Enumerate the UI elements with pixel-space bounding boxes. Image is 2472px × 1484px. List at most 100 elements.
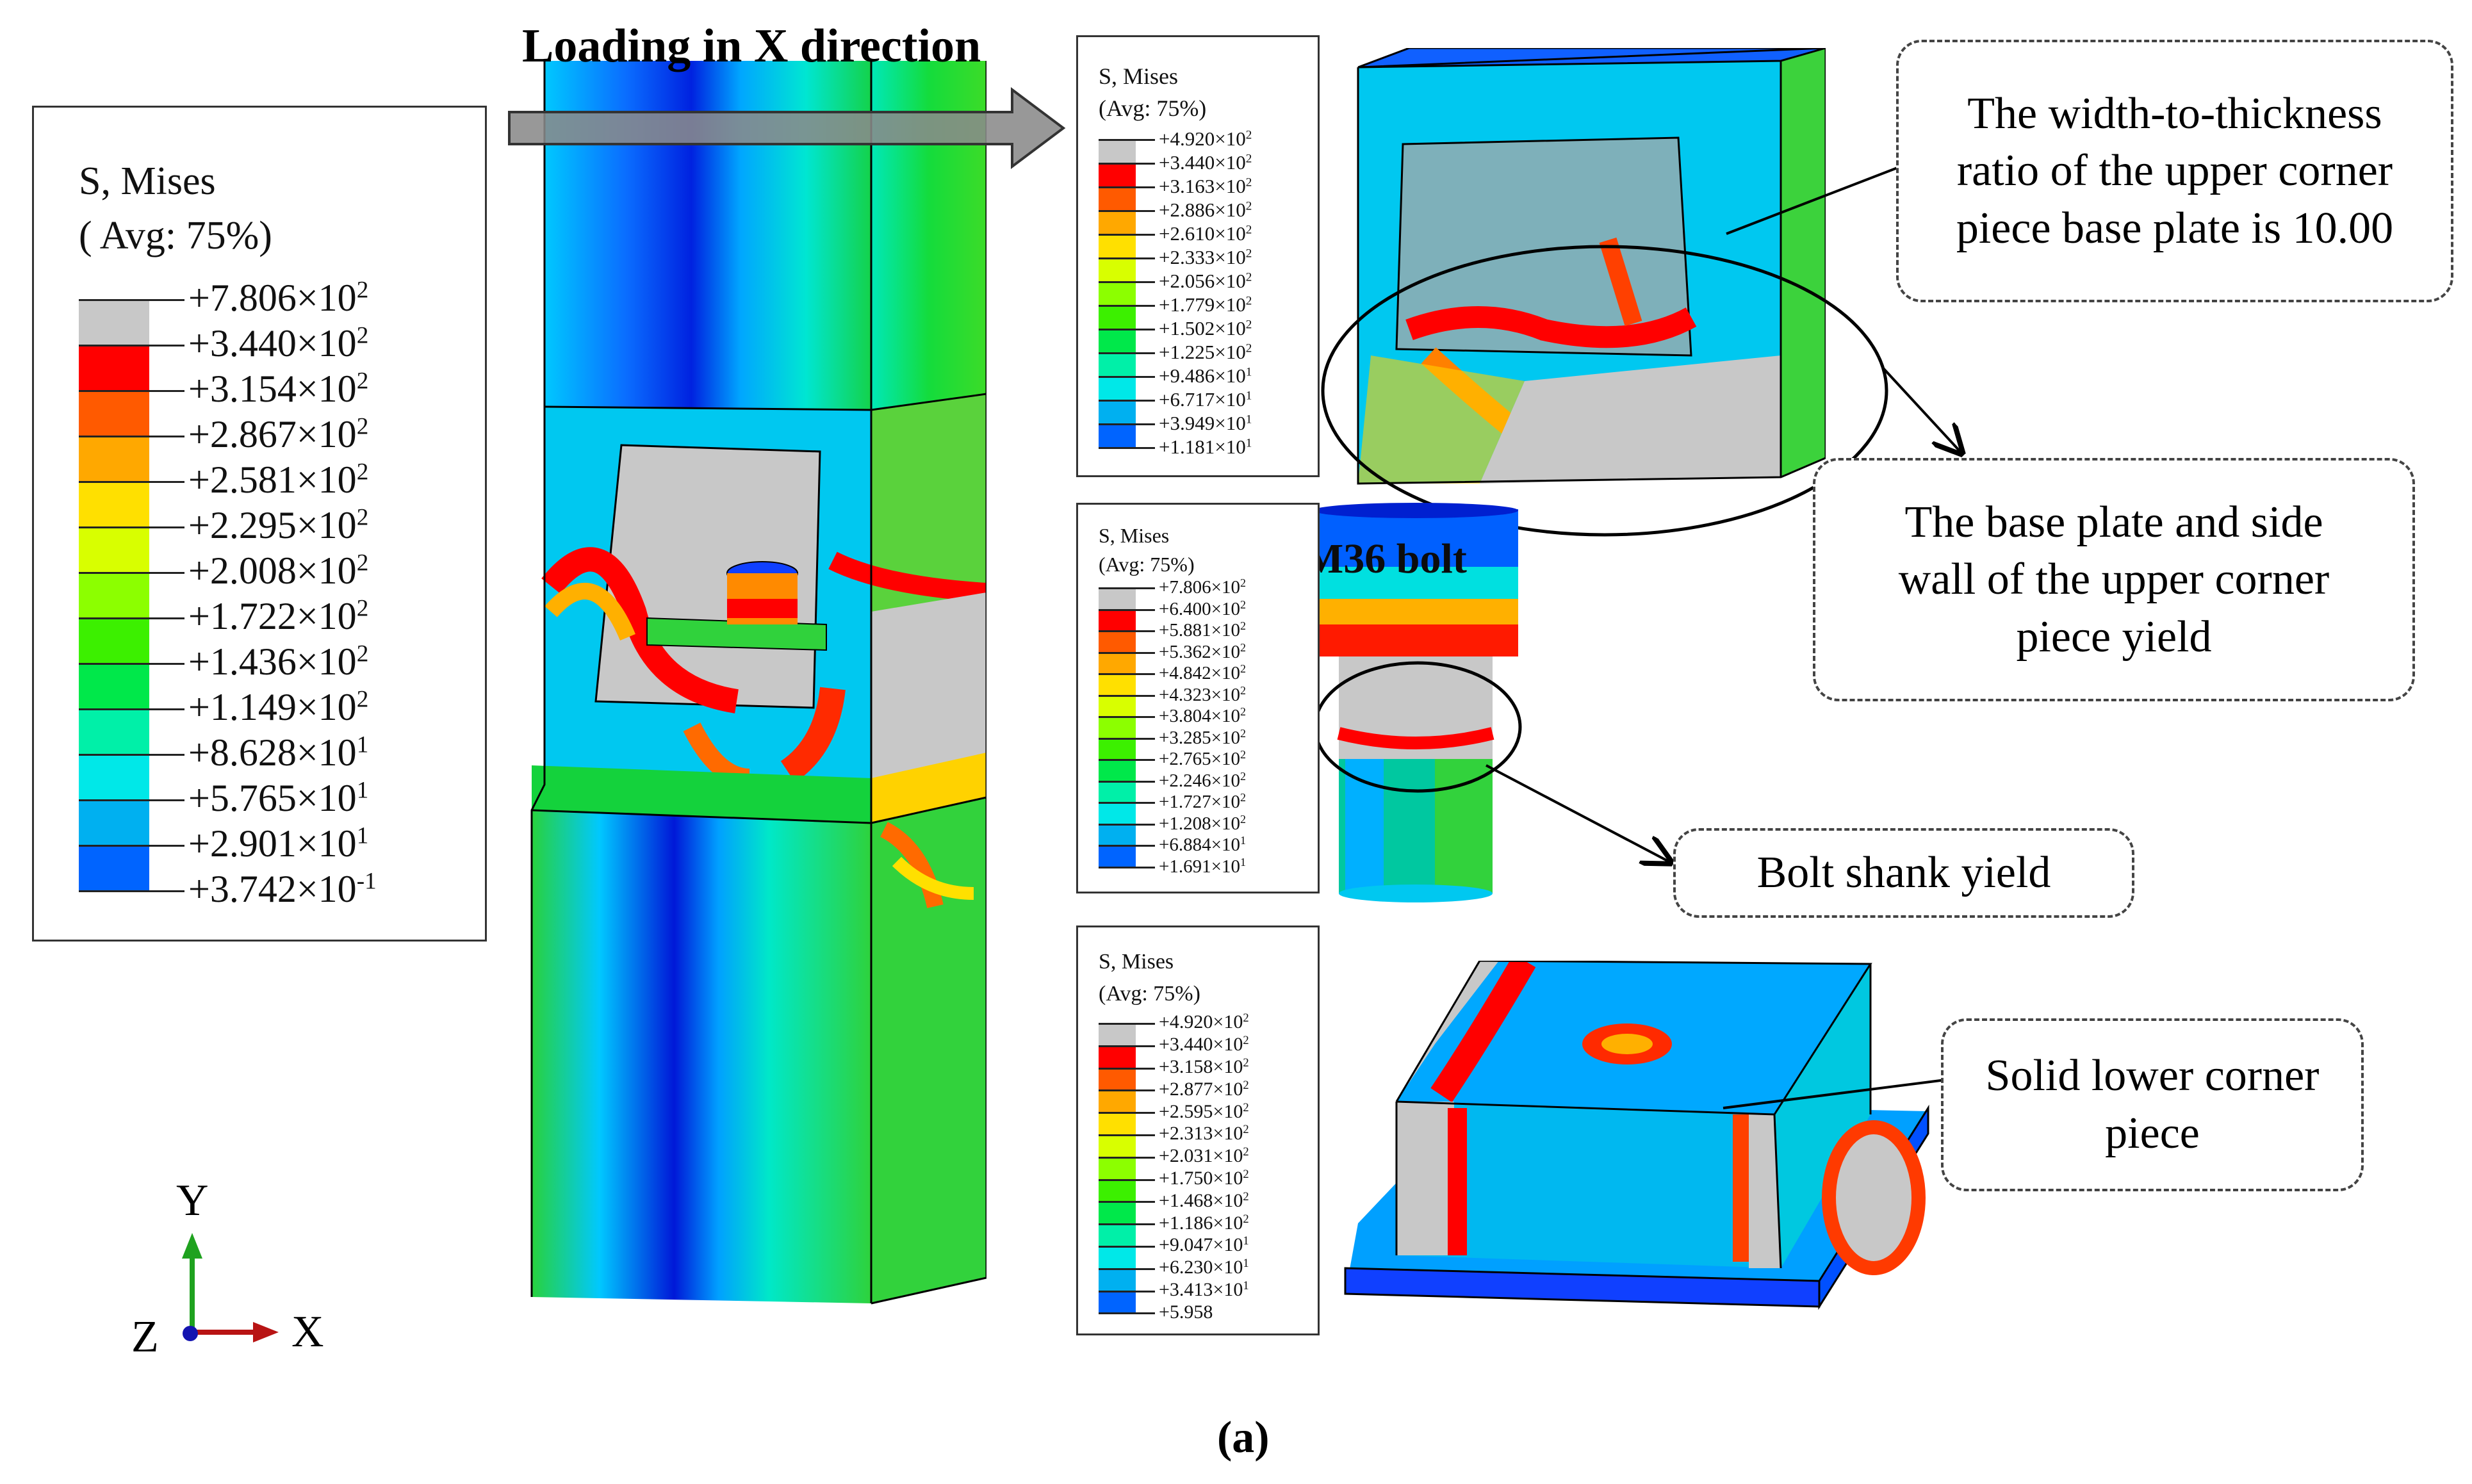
legend-swatch: [1099, 377, 1136, 400]
legend-value-mantissa: +2.765: [1159, 748, 1211, 769]
legend-tick: [1099, 1312, 1155, 1315]
legend-swatch: [1099, 1068, 1136, 1091]
upper-yield-ellipse: [1321, 245, 1888, 537]
legend-value-mantissa: +3.158: [1159, 1056, 1213, 1078]
legend-subtitle: (Avg: 75%): [1099, 95, 1207, 121]
legend-value: +2.313×102: [1159, 1123, 1249, 1145]
legend-value-exponent: 1: [1243, 1234, 1249, 1248]
legend-tick: [1099, 1268, 1155, 1270]
legend-value-mantissa: +2.886: [1159, 198, 1215, 221]
legend-swatch: [1099, 781, 1136, 803]
legend-value-mantissa: +1.468: [1159, 1190, 1213, 1212]
legend-value-times-ten: ×10: [1215, 222, 1246, 245]
legend-value-times-ten: ×10: [296, 322, 357, 364]
legend-value-mantissa: +3.440: [188, 322, 297, 364]
legend-value-exponent: 2: [1243, 1145, 1249, 1159]
legend-value-times-ten: ×10: [1211, 684, 1240, 705]
legend-value: +3.440×102: [188, 322, 368, 366]
legend-value: +2.765×102: [1159, 748, 1246, 770]
legend-value: +9.047×101: [1159, 1234, 1249, 1256]
legend-swatch: [79, 345, 149, 391]
legend-value-mantissa: +2.595: [1159, 1100, 1213, 1122]
legend-tick: [1099, 257, 1155, 259]
legend-tick: [1099, 1290, 1155, 1292]
legend-value-times-ten: ×10: [1215, 269, 1246, 292]
legend-value: +5.881×102: [1159, 619, 1246, 641]
legend-tick: [1099, 823, 1155, 826]
legend-value-times-ten: ×10: [296, 640, 357, 683]
legend-value: +2.333×102: [1159, 246, 1252, 269]
legend-value: +2.886×102: [1159, 199, 1252, 222]
legend-value-mantissa: +1.186: [1159, 1212, 1213, 1234]
legend-value-exponent: 2: [1245, 341, 1252, 355]
legend-value: +2.867×102: [188, 412, 368, 457]
legend-value-exponent: 2: [1243, 1034, 1249, 1048]
legend-tick: [1099, 651, 1155, 654]
legend-swatch: [1099, 631, 1136, 653]
legend-tick: [1099, 673, 1155, 675]
legend-value: +7.806×102: [1159, 576, 1246, 598]
legend-value-times-ten: ×10: [1211, 619, 1240, 640]
legend-value-mantissa: +6.717: [1159, 387, 1215, 411]
legend-title: S, Mises: [1099, 63, 1179, 89]
legend-tick: [1099, 1201, 1155, 1203]
legend-tick: [79, 845, 184, 847]
legend-swatch: [1099, 353, 1136, 377]
legend-tick: [1099, 737, 1155, 740]
legend-tick: [79, 481, 184, 483]
legend-swatch: [79, 573, 149, 618]
lower-piece-leader: [1723, 1078, 1951, 1109]
yield-upper-leader: [1882, 367, 1960, 452]
legend-value-times-ten: ×10: [296, 276, 357, 319]
legend-swatch: [1099, 845, 1136, 867]
legend-value-exponent: 2: [1243, 1056, 1249, 1070]
legend-value-mantissa: +1.436: [188, 640, 297, 683]
legend-value-exponent: 2: [1240, 812, 1246, 826]
legend-tick: [1099, 163, 1155, 165]
legend-value-times-ten: ×10: [1211, 662, 1240, 683]
legend-swatch: [1099, 140, 1136, 163]
legend-subtitle: (Avg: 75%): [1099, 982, 1200, 1006]
legend-tick: [1099, 1023, 1155, 1025]
legend-value-mantissa: +2.008: [188, 549, 297, 592]
figure-title: Loading in X direction: [522, 20, 981, 72]
legend-title: S, Mises: [1099, 950, 1174, 974]
axis-label-z: Z: [131, 1312, 159, 1362]
legend-value-mantissa: +4.323: [1159, 684, 1211, 705]
legend-value: +2.595×102: [1159, 1101, 1249, 1123]
loading-arrow: [508, 87, 1066, 169]
legend-value: +1.468×102: [1159, 1190, 1249, 1212]
legend-value: +1.181×101: [1159, 436, 1252, 459]
legend-value-times-ten: ×10: [1215, 198, 1246, 221]
callout-upper-width-thickness: The width-to-thickness ratio of the uppe…: [1896, 40, 2453, 302]
legend-swatch: [1099, 738, 1136, 760]
legend-value-exponent: -1: [356, 868, 377, 895]
legend-swatch: [1099, 306, 1136, 329]
legend-tick: [79, 345, 184, 347]
legend-swatch: [79, 527, 149, 573]
legend-tick: [79, 436, 184, 437]
legend-value-times-ten: ×10: [1211, 791, 1240, 812]
legend-value-times-ten: ×10: [1215, 127, 1246, 150]
legend-value: +1.750×102: [1159, 1168, 1249, 1189]
legend-value-exponent: 2: [1243, 1078, 1249, 1092]
legend-value-mantissa: +2.295: [188, 503, 297, 546]
callout-bolt-shank-yield: Bolt shank yield: [1673, 828, 2134, 918]
legend-value: +4.920×102: [1159, 1011, 1249, 1033]
legend-value-mantissa: +3.413: [1159, 1279, 1213, 1301]
legend-value-exponent: 2: [356, 595, 369, 622]
legend-value-exponent: 2: [1240, 769, 1246, 783]
legend-value: +6.230×101: [1159, 1257, 1249, 1278]
legend-tick: [1099, 352, 1155, 354]
legend-value-exponent: 1: [356, 822, 369, 849]
legend-value-exponent: 2: [1245, 318, 1252, 332]
legend-value: +3.154×102: [188, 367, 368, 411]
legend-tick: [1099, 780, 1155, 783]
legend-value: +2.877×102: [1159, 1079, 1249, 1100]
legend-tick: [1099, 802, 1155, 804]
legend-value-mantissa: +7.806: [188, 276, 297, 319]
legend-value-times-ten: ×10: [1215, 411, 1246, 434]
legend-value-mantissa: +1.779: [1159, 293, 1215, 316]
legend-value-times-ten: ×10: [1211, 856, 1240, 877]
